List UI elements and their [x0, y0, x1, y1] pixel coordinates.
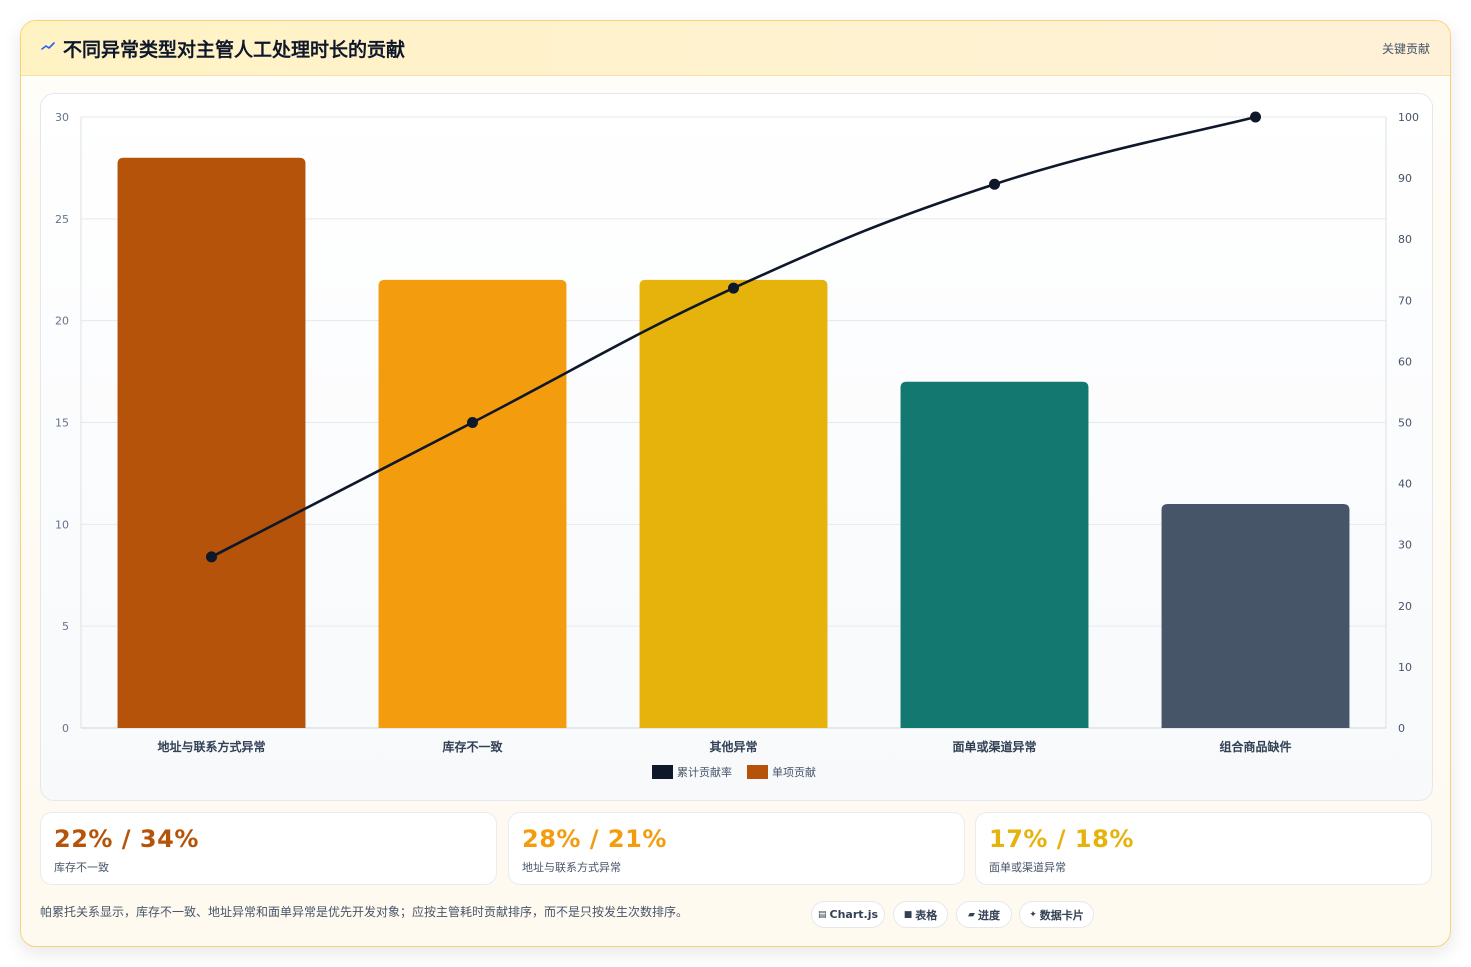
page-title: 不同异常类型对主管人工处理时长的贡献 [63, 39, 406, 61]
y-tick-label: 25 [55, 213, 69, 226]
chip-chartjs[interactable]: ▤ Chart.js [811, 901, 885, 928]
chart-icon: ▤ [817, 909, 827, 920]
pareto-chart-panel: 0 5 10 15 20 25 30 0 10 20 30 40 50 60 70 80 90 100 地址与联系方… [40, 93, 1433, 801]
y2-tick-label: 50 [1398, 417, 1412, 430]
cumulative-point [467, 417, 478, 428]
x-tick-label: 面单或渠道异常 [952, 739, 1036, 754]
x-tick-label: 地址与联系方式异常 [157, 739, 265, 754]
cumulative-point [1250, 111, 1261, 123]
card-header: 不同异常类型对主管人工处理时长的贡献 关键贡献 [21, 21, 1450, 76]
legend-label: 单项贡献 [772, 765, 816, 779]
chip-table[interactable]: ■ 表格 [893, 901, 948, 928]
legend-label: 累计贡献率 [677, 765, 732, 779]
y2-tick-label: 20 [1398, 600, 1412, 613]
y-tick-label: 30 [55, 111, 69, 124]
stat-card-3: 17% / 18% 面单或渠道异常 [975, 812, 1432, 885]
cumulative-point [206, 551, 217, 563]
x-tick-label: 其他异常 [709, 739, 757, 754]
y2-tick-label: 90 [1398, 172, 1412, 185]
chip-label: Chart.js [829, 908, 879, 921]
chip-label: 数据卡片 [1039, 908, 1084, 922]
legend-swatch [747, 765, 768, 779]
sparkline-icon [41, 42, 55, 50]
stat-label: 库存不一致 [54, 861, 109, 874]
chip-label: 进度 [977, 908, 1000, 922]
bar [900, 381, 1089, 728]
x-tick-label: 库存不一致 [442, 739, 503, 754]
y2-tick-label: 70 [1398, 294, 1412, 307]
progress-icon: ▰ [968, 909, 975, 920]
y2-tick-label: 30 [1398, 539, 1412, 552]
bar [1161, 503, 1350, 728]
x-tick-label: 组合商品缺件 [1219, 739, 1291, 754]
stat-label: 地址与联系方式异常 [522, 861, 621, 874]
stat-label: 面单或渠道异常 [989, 861, 1066, 874]
y2-tick-label: 0 [1398, 722, 1405, 735]
stat-card-1: 22% / 34% 库存不一致 [40, 812, 497, 885]
cumulative-point [989, 178, 1000, 190]
y2-tick-label: 100 [1398, 111, 1419, 124]
y-tick-label: 5 [62, 620, 69, 633]
bar [639, 279, 828, 728]
y2-tick-label: 60 [1398, 355, 1412, 368]
y2-tick-label: 40 [1398, 478, 1412, 491]
chart-card: 不同异常类型对主管人工处理时长的贡献 关键贡献 0 5 10 15 20 25 30 0 10 2… [20, 20, 1451, 947]
stat-card-2: 28% / 21% 地址与联系方式异常 [508, 812, 965, 885]
bar [378, 279, 567, 728]
key-contribution-badge: 关键贡献 [1381, 42, 1430, 56]
y2-tick-label: 10 [1398, 661, 1412, 674]
sparkle-icon: ✦ [1029, 909, 1037, 920]
footer-note: 帕累托关系显示，库存不一致、地址异常和面单异常是优先开发对象；应按主管耗时贡献排… [40, 905, 689, 919]
y-tick-label: 10 [55, 518, 69, 531]
y-tick-label: 0 [62, 722, 69, 735]
chip-label: 表格 [915, 908, 938, 922]
table-icon: ■ [903, 909, 913, 920]
chip-data-card[interactable]: ✦ 数据卡片 [1019, 901, 1094, 928]
stat-value: 17% / 18% [989, 825, 1134, 853]
stat-value: 28% / 21% [522, 825, 667, 853]
y2-tick-label: 80 [1398, 233, 1412, 246]
chip-progress[interactable]: ▰ 进度 [956, 901, 1012, 928]
y-tick-label: 20 [55, 315, 69, 328]
stat-value: 22% / 34% [54, 825, 199, 853]
pareto-chart: 0 5 10 15 20 25 30 0 10 20 30 40 50 60 70 80 90 100 地址与联系方… [55, 111, 1419, 779]
bar [117, 157, 306, 728]
y-tick-label: 15 [55, 417, 69, 430]
cumulative-point [728, 282, 739, 294]
legend-swatch [652, 765, 673, 779]
